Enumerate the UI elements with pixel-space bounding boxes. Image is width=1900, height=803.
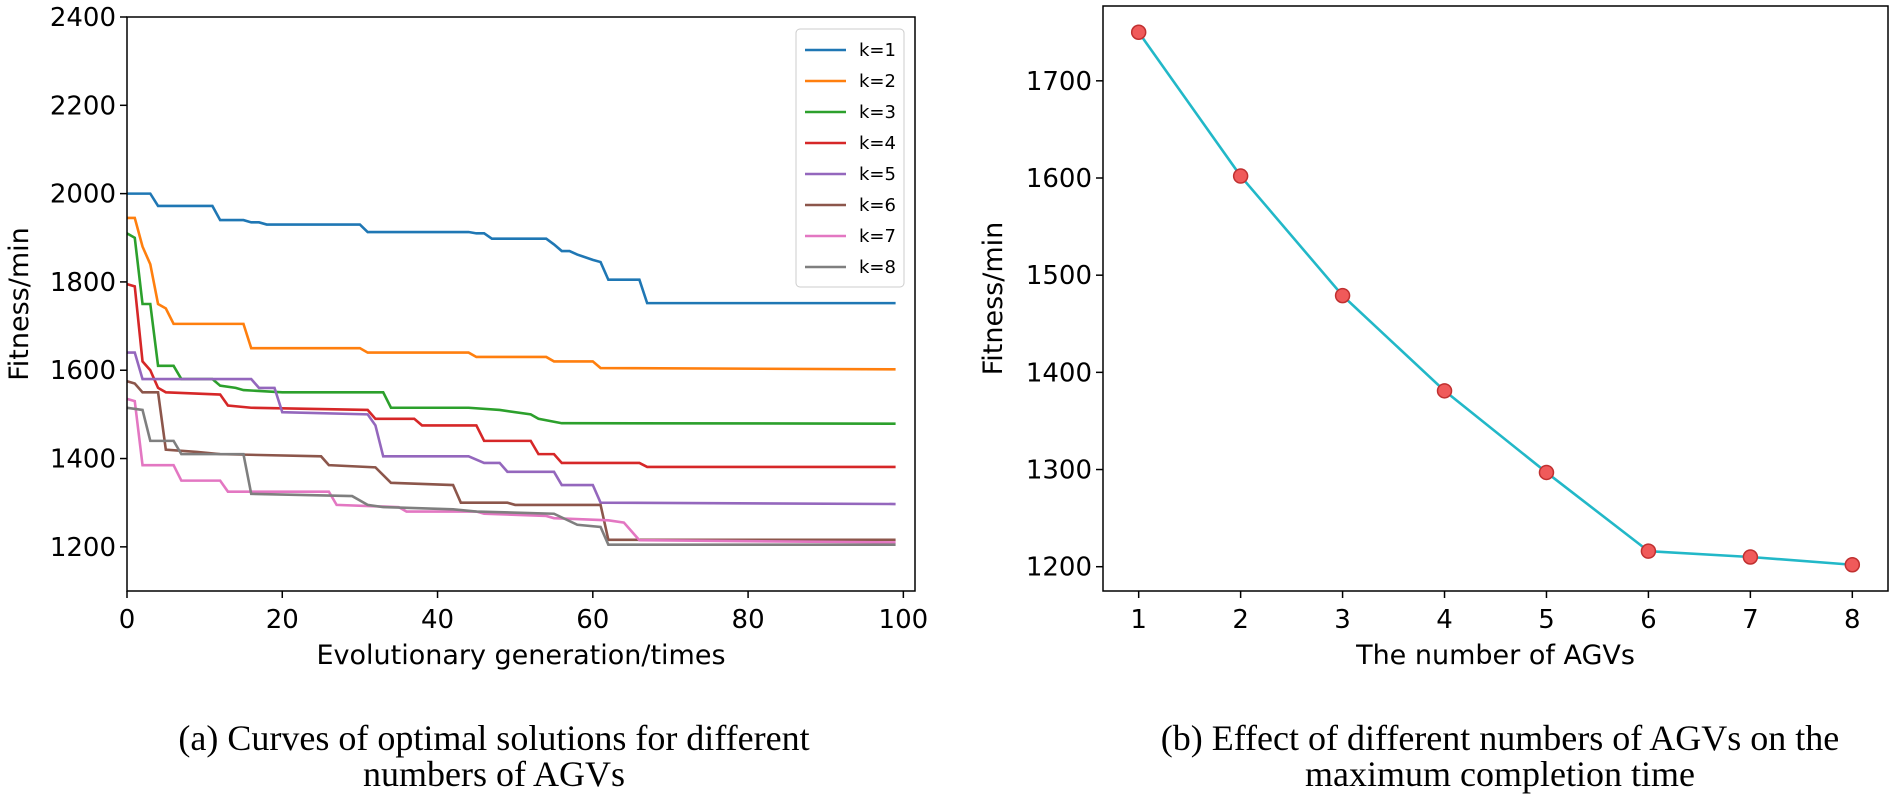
x-axis-label: The number of AGVs [1355, 640, 1635, 671]
axes-frame [1102, 5, 1889, 592]
y-tick-label: 1200 [1026, 553, 1092, 583]
point-marker [1538, 464, 1555, 481]
legend-label: k=4 [859, 133, 896, 154]
series-line [1137, 31, 1853, 567]
x-tick-label: 4 [1436, 605, 1453, 635]
caption: numbers of AGVs [363, 754, 625, 794]
x-tick-label: 8 [1844, 605, 1861, 635]
series-line [126, 232, 896, 425]
x-axis-label: Evolutionary generation/times [316, 640, 725, 671]
x-tick-label: 0 [119, 605, 136, 635]
axes-frame [126, 16, 916, 592]
series-line [127, 216, 896, 371]
series-line [127, 351, 896, 506]
legend-label: k=5 [859, 164, 896, 185]
series-line [127, 192, 896, 305]
caption: (b) Effect of different numbers of AGVs … [1161, 718, 1839, 758]
y-tick-label: 1400 [1026, 358, 1092, 388]
y-tick-label: 2400 [50, 3, 116, 33]
x-tick-label: 100 [879, 605, 929, 635]
point-marker [1232, 168, 1249, 184]
point-marker [1436, 383, 1453, 399]
y-tick-label: 1700 [1026, 67, 1092, 97]
y-tick-label: 1300 [1026, 456, 1092, 486]
series-line [126, 282, 896, 469]
x-tick-label: 1 [1130, 605, 1147, 635]
series-line [126, 406, 896, 546]
point-marker [1334, 287, 1351, 304]
y-tick-label: 2200 [50, 91, 116, 121]
legend-label: k=8 [859, 257, 896, 278]
x-tick-label: 60 [576, 605, 609, 635]
point-marker [1640, 543, 1657, 559]
series-line [126, 397, 896, 544]
x-tick-label: 7 [1742, 605, 1759, 635]
x-tick-label: 2 [1232, 605, 1249, 635]
point-marker [1742, 549, 1759, 565]
y-tick-label: 1800 [50, 268, 116, 298]
legend-label: k=7 [859, 226, 896, 247]
x-tick-label: 80 [732, 605, 765, 635]
x-tick-label: 5 [1538, 605, 1555, 635]
y-tick-label: 1500 [1026, 261, 1092, 291]
y-tick-label: 1600 [50, 356, 116, 386]
y-axis-label: Fitness/min [4, 227, 35, 381]
caption: maximum completion time [1305, 754, 1695, 794]
legend-frame [795, 28, 905, 288]
point-marker [1130, 24, 1147, 40]
y-tick-label: 1400 [50, 445, 116, 475]
caption: (a) Curves of optimal solutions for diff… [178, 718, 809, 758]
y-axis-label: Fitness/min [978, 222, 1009, 376]
x-tick-label: 6 [1640, 605, 1657, 635]
legend: k=1 k=2 k=3 k=4 k=5 k=6 k=7 k=8 [795, 28, 905, 288]
legend-label: k=1 [859, 40, 896, 61]
x-tick-label: 20 [266, 605, 299, 635]
legend-label: k=3 [859, 102, 896, 123]
series-line [126, 380, 896, 542]
x-tick-label: 3 [1334, 605, 1351, 635]
point-marker [1844, 557, 1861, 573]
legend-label: k=2 [859, 71, 896, 92]
y-tick-label: 1600 [1026, 164, 1092, 194]
x-tick-label: 40 [421, 605, 454, 635]
legend-label: k=6 [859, 195, 896, 216]
y-tick-label: 1200 [50, 533, 116, 563]
y-tick-label: 2000 [50, 180, 116, 210]
